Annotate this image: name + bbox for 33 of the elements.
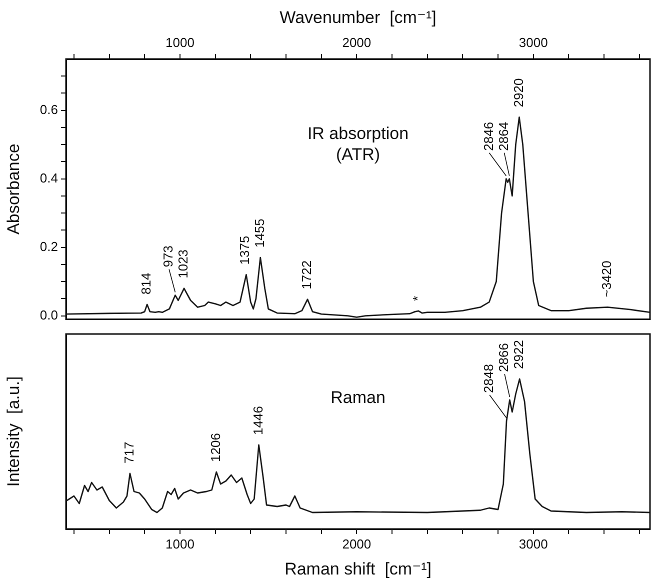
annotation: 1375 [236,236,252,265]
annotation: 814 [138,272,154,294]
annotation: 1023 [176,249,191,278]
x-tick-label: 3000 [518,536,548,552]
annotation: ~3420 [599,260,614,298]
x-tick-label: 1000 [166,34,194,50]
y-tick-label: 0.6 [40,102,58,117]
y-tick-label: 0.4 [40,170,58,186]
annotation: 1206 [208,433,223,462]
annotation: 2848 [481,364,496,393]
annotation: 1446 [250,406,266,435]
annotation: 2846 [480,122,496,151]
annotation: 2866 [496,343,512,372]
annotation: 2922 [511,340,526,369]
annotation: 2920 [510,78,526,108]
x-tick-label: 2000 [342,536,372,552]
annotation: IR absorption (ATR) [307,124,409,164]
x-axis-title: Raman shift [cm⁻¹] [284,559,432,578]
x-tick-label: 2000 [342,34,372,50]
x-tick-label: 1000 [166,536,194,552]
annotation: 973 [160,246,176,268]
x-axis-title: Wavenumber [cm⁻¹] [280,8,436,27]
y-tick-label: 0.2 [40,238,58,254]
annotation: 717 [122,442,137,464]
y-axis-title: Absorbance [4,144,23,234]
annotation: 2864 [496,122,511,151]
annotation: 1722 [299,260,314,290]
annotation: * [410,296,426,301]
y-tick-label: 0.0 [40,307,58,322]
x-tick-label: 3000 [518,34,548,50]
annotation: Raman [330,388,386,408]
y-axis-title: Intensity [a.u.] [4,376,23,487]
annotation: 1455 [252,218,267,248]
